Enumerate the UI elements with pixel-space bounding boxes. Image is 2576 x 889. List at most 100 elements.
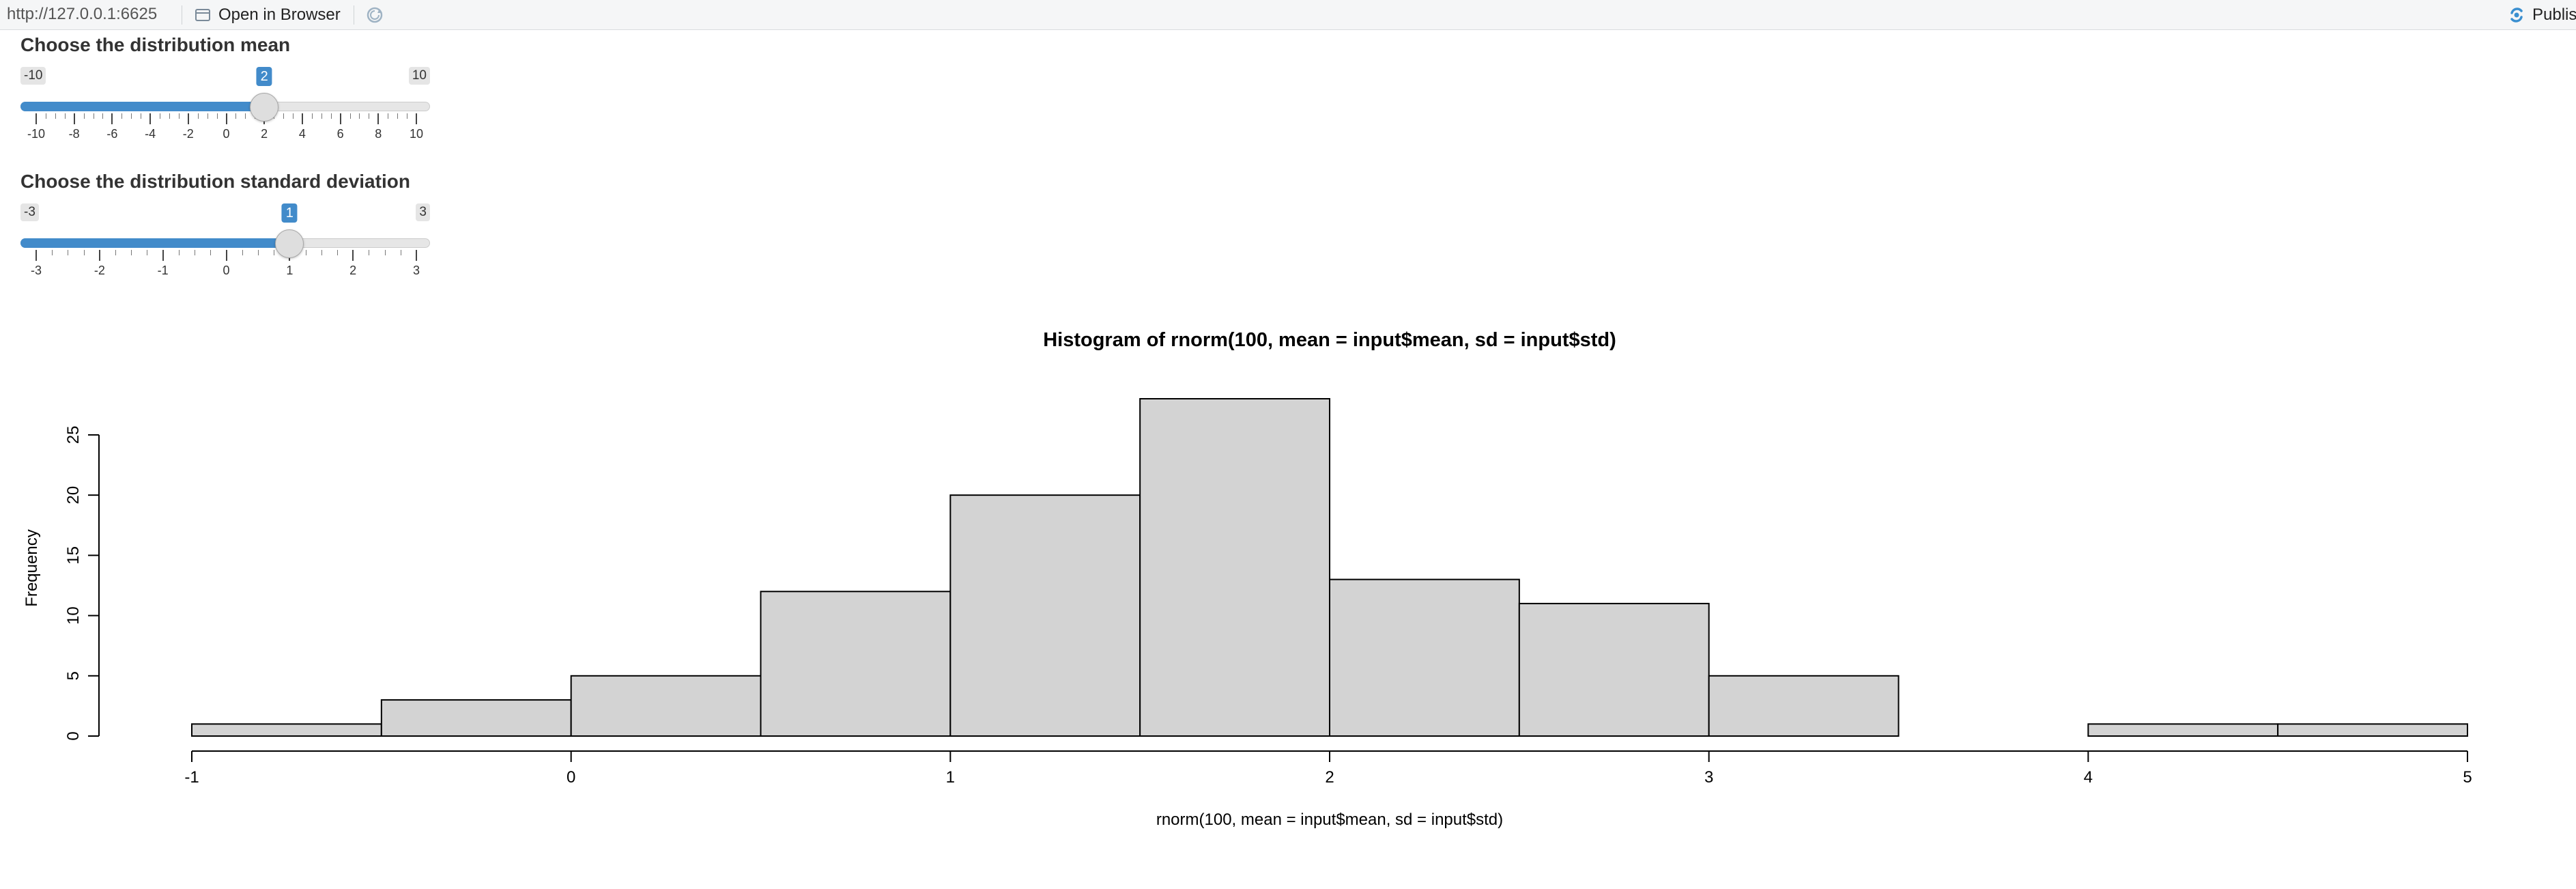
publish-label: Publish: [2532, 5, 2576, 24]
histogram-bars: [191, 398, 2469, 737]
x-tick-label: 4: [2084, 768, 2093, 787]
sd-tick-label: 1: [286, 264, 294, 277]
y-axis: 0 5 10 15 20 25: [64, 426, 100, 741]
x-axis: -1 0 1 2 3 4 5: [184, 750, 2472, 787]
mean-major-tick: [225, 113, 227, 124]
sd-tick-label: -3: [30, 264, 42, 277]
chart-title: Histogram of rnorm(100, mean = input$mea…: [1043, 329, 1616, 351]
mean-tick-label: 6: [337, 127, 344, 141]
mean-tick-label: -10: [27, 127, 46, 141]
sd-slider-fill: [20, 238, 290, 248]
sd-tick-label: 2: [349, 264, 357, 277]
sd-min-label: -3: [20, 203, 39, 221]
sd-minor-tick: [52, 250, 53, 255]
histogram-bar: [1708, 675, 1900, 737]
mean-min-label: -10: [20, 67, 46, 85]
histogram-bar: [380, 699, 572, 737]
sd-tick-label: -2: [94, 264, 105, 277]
mean-value-badge: 2: [256, 67, 272, 86]
sd-tick-label: -1: [157, 264, 169, 277]
sd-slider-handle[interactable]: [275, 229, 304, 258]
histogram-bar: [2087, 723, 2279, 737]
sd-major-tick: [98, 250, 100, 261]
mean-major-tick: [187, 113, 189, 124]
open-in-browser-label: Open in Browser: [218, 5, 341, 24]
mean-minor-tick: [197, 113, 199, 119]
histogram-bar: [1518, 602, 1710, 737]
publish-icon: [2510, 8, 2523, 23]
mean-tick-label: -6: [106, 127, 118, 141]
mean-major-tick: [301, 113, 303, 124]
histogram-bar: [1329, 578, 1520, 737]
sd-value-badge: 1: [281, 203, 298, 223]
sd-tick-label: 3: [412, 264, 420, 277]
mean-minor-tick: [207, 113, 208, 119]
refresh-icon[interactable]: [364, 5, 385, 25]
sd-slider-group: Choose the distribution standard deviati…: [20, 171, 430, 280]
mean-minor-tick: [131, 113, 132, 119]
mean-minor-tick: [349, 113, 351, 119]
sd-minor-tick: [178, 250, 180, 255]
sd-minor-tick: [321, 250, 322, 255]
browser-window-icon: [195, 9, 210, 21]
mean-minor-tick: [283, 113, 285, 119]
x-tick-label: 2: [1325, 768, 1334, 787]
mean-tick-label: -8: [68, 127, 80, 141]
mean-minor-tick: [178, 113, 180, 119]
mean-major-tick: [73, 113, 75, 124]
x-tick-label: 0: [567, 768, 575, 787]
sd-minor-tick: [384, 250, 386, 255]
mean-major-tick: [377, 113, 380, 124]
mean-tick-label: -2: [182, 127, 194, 141]
mean-major-tick: [149, 113, 152, 124]
y-axis-label: Frequency: [23, 529, 41, 606]
publish-button[interactable]: Publish: [2506, 3, 2576, 27]
mean-minor-tick: [121, 113, 123, 119]
mean-minor-tick: [397, 113, 399, 119]
histogram-bar: [2277, 723, 2469, 737]
x-tick-label: -1: [184, 768, 199, 787]
mean-slider-label: Choose the distribution mean: [20, 34, 291, 55]
mean-minor-tick: [245, 113, 246, 119]
histogram-bar: [570, 675, 762, 737]
mean-tick-label: -4: [145, 127, 156, 141]
mean-minor-tick: [169, 113, 170, 119]
mean-slider-group: Choose the distribution mean -10 10 2 -1…: [20, 34, 430, 143]
sd-minor-tick: [242, 250, 243, 255]
histogram-bar: [191, 723, 382, 737]
x-tick-label: 1: [946, 768, 955, 787]
mean-slider-handle[interactable]: [250, 93, 279, 122]
open-in-browser-button[interactable]: Open in Browser: [195, 3, 341, 27]
mean-tick-label: 2: [261, 127, 268, 141]
mean-minor-tick: [292, 113, 294, 119]
sd-minor-tick: [83, 250, 85, 255]
mean-minor-tick: [216, 113, 218, 119]
mean-major-tick: [416, 113, 417, 124]
x-tick-label: 3: [1704, 768, 1713, 787]
sd-tick-label: 0: [223, 264, 230, 277]
mean-minor-tick: [330, 113, 332, 119]
y-tick-label: 15: [64, 546, 83, 565]
mean-minor-tick: [83, 113, 85, 119]
y-tick-label: 0: [64, 731, 83, 740]
sd-max-label: 3: [416, 203, 430, 221]
mean-tick-label: 4: [298, 127, 306, 141]
mean-tick-label: 8: [375, 127, 382, 141]
mean-slider-fill: [20, 102, 265, 111]
sd-major-tick: [162, 250, 164, 261]
sd-minor-tick: [131, 250, 132, 255]
histogram-bar: [760, 591, 951, 737]
x-tick-label: 5: [2463, 768, 2472, 787]
sd-slider-label: Choose the distribution standard deviati…: [20, 171, 410, 192]
sd-major-tick: [35, 250, 37, 261]
mean-major-tick: [339, 113, 341, 124]
sd-minor-tick: [337, 250, 338, 255]
histogram-bar: [1139, 398, 1330, 737]
mean-minor-tick: [102, 113, 104, 119]
y-tick-label: 25: [64, 426, 83, 444]
mean-max-label: 10: [408, 67, 430, 85]
viewer-toolbar: http://127.0.0.1:6625 Open in Browser Pu…: [0, 0, 2576, 30]
sd-major-tick: [352, 250, 354, 261]
mean-major-tick: [111, 113, 113, 124]
mean-tick-label: 0: [223, 127, 230, 141]
